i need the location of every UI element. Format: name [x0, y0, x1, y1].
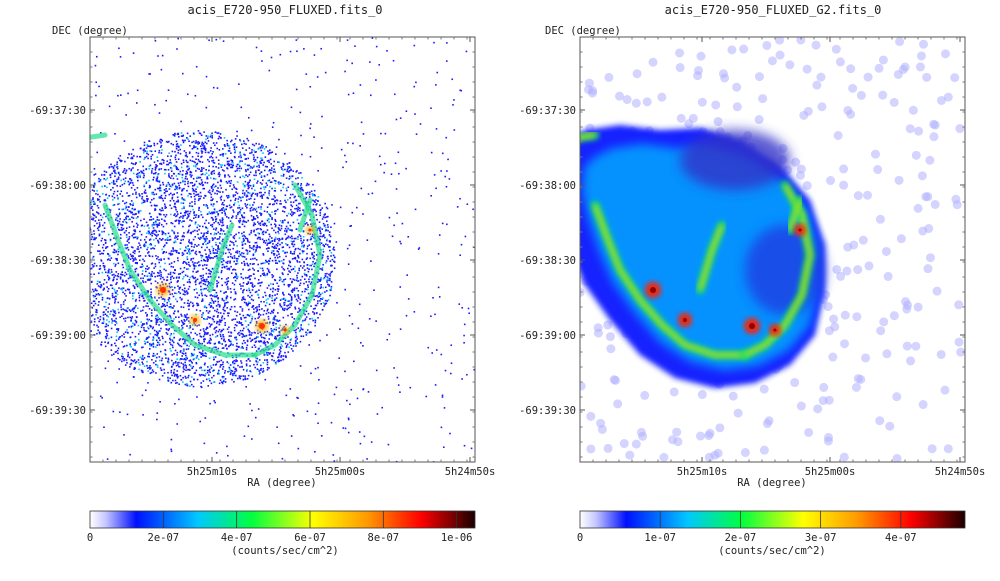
x-tick-label: 5h25m10s: [677, 466, 728, 478]
colorbar: 0 2e-07 4e-07 6e-07 8e-07 1e-06 (counts/sec/c…: [87, 510, 476, 557]
y-axis-label: DEC (degree): [545, 25, 621, 37]
colorbar-gradient: [579, 510, 966, 529]
y-ticks: -69:37:30 -69:38:00 -69:38:30 -69:39:00 -69:…: [29, 51, 475, 458]
y-tick-label: -69:37:30: [29, 105, 86, 117]
x-tick-label: 5h25m00s: [805, 466, 856, 478]
colorbar-tick-label: 0: [577, 532, 583, 544]
plot-frame: [579, 36, 966, 463]
x-axis-label: RA (degree): [737, 477, 807, 489]
heatmap-image: [580, 37, 965, 462]
colorbar-ticks: 0 2e-07 4e-07 6e-07 8e-07 1e-06: [87, 511, 473, 544]
x-tick-label: 5h24m50s: [445, 466, 496, 478]
panel-left: acis_E720-950_FLUXED.fits_0 DEC (degree)…: [29, 3, 495, 557]
hotspots: [645, 224, 806, 336]
panel-right: acis_E720-950_FLUXED_G2.fits_0 DEC (degr…: [519, 3, 985, 557]
y-tick-label: -69:39:00: [519, 330, 576, 342]
y-tick-label: -69:39:30: [29, 405, 86, 417]
x-tick-label: 5h25m10s: [187, 466, 238, 478]
y-tick-label: -69:38:00: [29, 180, 86, 192]
panel-title: acis_E720-950_FLUXED.fits_0: [187, 3, 382, 17]
image-area[interactable]: [65, 36, 476, 463]
colorbar-tick-label: 2e-07: [725, 532, 757, 544]
y-tick-label: -69:39:00: [29, 330, 86, 342]
colorbar-gradient: [89, 510, 476, 529]
colorbar-tick-label: 6e-07: [294, 532, 326, 544]
bright-rim: [580, 130, 815, 360]
plot-frame: [89, 36, 476, 463]
colorbar-ticks: 0 1e-07 2e-07 3e-07 4e-07: [577, 511, 917, 544]
colorbar-tick-label: 1e-06: [441, 532, 473, 544]
y-axis-label: DEC (degree): [52, 25, 128, 37]
y-tick-label: -69:39:30: [519, 405, 576, 417]
y-tick-label: -69:38:30: [519, 255, 576, 267]
x-tick-label: 5h25m00s: [315, 466, 366, 478]
colorbar-tick-label: 2e-07: [148, 532, 180, 544]
bright-rim: [90, 132, 323, 358]
colorbar-tick-label: 8e-07: [368, 532, 400, 544]
x-tick-label: 5h24m50s: [935, 466, 986, 478]
y-ticks: -69:37:30 -69:38:00 -69:38:30 -69:39:00 -69:…: [519, 51, 965, 458]
image-area[interactable]: [550, 35, 966, 463]
heatmap-image: [90, 37, 475, 462]
colorbar: 0 1e-07 2e-07 3e-07 4e-07 (counts/sec/cm^2): [577, 510, 966, 557]
x-axis-label: RA (degree): [247, 477, 317, 489]
colorbar-tick-label: 1e-07: [644, 532, 676, 544]
y-tick-label: -69:37:30: [519, 105, 576, 117]
hotspots: [157, 226, 314, 334]
colorbar-label: (counts/sec/cm^2): [231, 545, 338, 557]
y-tick-label: -69:38:30: [29, 255, 86, 267]
colorbar-tick-label: 3e-07: [805, 532, 837, 544]
colorbar-tick-label: 4e-07: [885, 532, 917, 544]
colorbar-tick-label: 0: [87, 532, 93, 544]
colorbar-label: (counts/sec/cm^2): [718, 545, 825, 557]
panel-title: acis_E720-950_FLUXED_G2.fits_0: [665, 3, 882, 17]
y-tick-label: -69:38:00: [519, 180, 576, 192]
x-ticks: 5h25m10s 5h25m00s 5h24m50s: [102, 37, 496, 478]
x-ticks: 5h25m10s 5h25m00s 5h24m50s: [592, 37, 986, 478]
remnant-emission: [90, 130, 336, 388]
colorbar-tick-label: 4e-07: [221, 532, 253, 544]
